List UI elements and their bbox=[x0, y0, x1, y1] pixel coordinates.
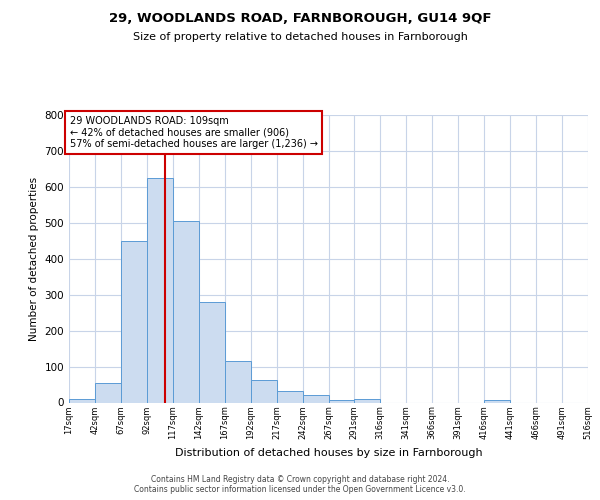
Y-axis label: Number of detached properties: Number of detached properties bbox=[29, 176, 39, 341]
Bar bbox=[225, 361, 251, 403]
Bar bbox=[484, 400, 510, 402]
Bar bbox=[277, 390, 303, 402]
Bar bbox=[121, 241, 147, 402]
Text: 29 WOODLANDS ROAD: 109sqm
← 42% of detached houses are smaller (906)
57% of semi: 29 WOODLANDS ROAD: 109sqm ← 42% of detac… bbox=[70, 116, 317, 150]
Text: Contains HM Land Registry data © Crown copyright and database right 2024.
Contai: Contains HM Land Registry data © Crown c… bbox=[134, 474, 466, 494]
X-axis label: Distribution of detached houses by size in Farnborough: Distribution of detached houses by size … bbox=[175, 448, 482, 458]
Text: 29, WOODLANDS ROAD, FARNBOROUGH, GU14 9QF: 29, WOODLANDS ROAD, FARNBOROUGH, GU14 9Q… bbox=[109, 12, 491, 26]
Bar bbox=[251, 380, 277, 402]
Bar bbox=[69, 399, 95, 402]
Bar bbox=[147, 178, 173, 402]
Bar bbox=[303, 396, 329, 402]
Bar bbox=[95, 382, 121, 402]
Bar bbox=[173, 221, 199, 402]
Bar bbox=[329, 400, 355, 402]
Text: Size of property relative to detached houses in Farnborough: Size of property relative to detached ho… bbox=[133, 32, 467, 42]
Bar bbox=[199, 302, 225, 402]
Bar bbox=[354, 400, 380, 402]
